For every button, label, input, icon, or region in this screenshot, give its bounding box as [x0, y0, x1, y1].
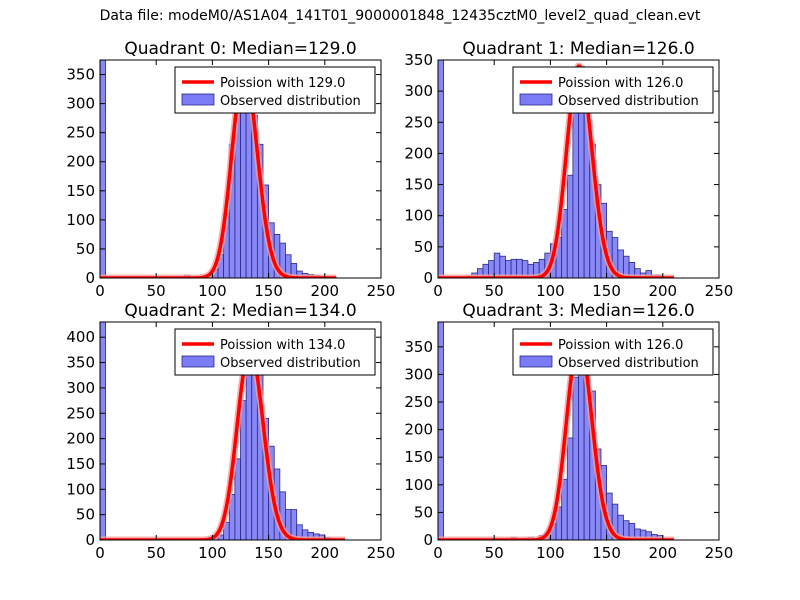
axes-frame: [99, 321, 382, 541]
x-tick-label: 0: [95, 282, 105, 300]
x-tick-label: 0: [433, 544, 443, 562]
histogram-bar: [240, 400, 247, 540]
y-tick-label: 400: [66, 328, 95, 346]
y-tick-label: 150: [404, 448, 433, 466]
x-tick-label: 150: [592, 544, 621, 562]
histogram-bar: [561, 478, 568, 540]
y-tick-label: 250: [66, 404, 95, 422]
histogram-bar: [493, 252, 501, 278]
y-tick-label: 300: [404, 365, 433, 383]
quadrant-1-panel: 0 50 100 150 200 250 0 50 100 150 200 250 300 350 Quad…: [404, 39, 733, 300]
histogram-bar: [572, 376, 579, 540]
y-tick-label: 350: [66, 354, 95, 372]
quadrant-3-panel: 0 50 100 150 200 250 0 50 100 150 200 250 300 350 Quad…: [404, 301, 733, 562]
y-tick-label: 200: [66, 153, 95, 171]
figure-title: Data file: modeM0/AS1A04_141T01_90000018…: [99, 8, 701, 24]
y-tick-label: 350: [404, 51, 433, 69]
y-tick-label: 100: [404, 476, 433, 494]
legend-label-observed: Observed distribution: [220, 356, 361, 371]
y-tick-label: 200: [404, 144, 433, 162]
y-tick-label: 0: [85, 531, 95, 549]
legend-label-poisson: Poission with 126.0: [558, 76, 683, 91]
y-tick-label: 0: [423, 531, 433, 549]
histogram-bar: [438, 60, 445, 278]
histogram-bar: [100, 60, 107, 278]
x-tick-label: 200: [648, 282, 677, 300]
quadrant-2-panel: 0 50 100 150 200 250 0 50 100 150 200 250 300 350 400 Q…: [66, 301, 395, 562]
x-tick-label: 200: [310, 282, 339, 300]
histogram-bar: [245, 372, 253, 540]
y-tick-label: 350: [66, 66, 95, 84]
axes-title: Quadrant 1: Median=126.0: [462, 39, 694, 59]
axes-frame: [437, 321, 720, 541]
legend-bar-swatch: [181, 93, 215, 106]
y-tick-label: 200: [66, 430, 95, 448]
histogram-bar: [438, 322, 445, 540]
legend-label-observed: Observed distribution: [558, 94, 699, 109]
x-tick-label: 150: [592, 282, 621, 300]
legend-label-poisson: Poission with 134.0: [220, 338, 345, 353]
x-tick-label: 50: [147, 282, 166, 300]
y-tick-label: 300: [66, 95, 95, 113]
histogram-bar: [645, 270, 652, 278]
y-tick-label: 100: [66, 480, 95, 498]
y-tick-label: 150: [404, 176, 433, 194]
x-tick-label: 50: [147, 544, 166, 562]
axes-title: Quadrant 3: Median=126.0: [462, 301, 694, 321]
y-tick-label: 150: [66, 182, 95, 200]
x-tick-label: 150: [254, 282, 283, 300]
histogram-bar: [566, 174, 574, 278]
x-tick-label: 150: [254, 544, 283, 562]
histogram-bar: [100, 322, 107, 540]
y-tick-label: 300: [404, 82, 433, 100]
legend-bar-swatch: [519, 355, 553, 368]
x-tick-label: 200: [310, 544, 339, 562]
y-tick-label: 50: [414, 238, 433, 256]
quadrant-0-panel: 0 50 100 150 200 250 0 50 100 150 200 250 300 350 Quad…: [66, 39, 395, 300]
y-tick-label: 250: [404, 113, 433, 131]
legend-label-observed: Observed distribution: [220, 94, 361, 109]
legend-label-poisson: Poission with 129.0: [220, 76, 345, 91]
x-tick-label: 100: [536, 544, 565, 562]
y-tick-label: 50: [414, 503, 433, 521]
x-tick-label: 250: [705, 282, 734, 300]
x-tick-label: 100: [198, 282, 227, 300]
x-tick-label: 250: [367, 282, 396, 300]
y-tick-label: 150: [66, 455, 95, 473]
x-tick-label: 0: [433, 282, 443, 300]
x-tick-label: 100: [536, 282, 565, 300]
histogram-bar: [572, 109, 579, 278]
poisson-curve-halo: [100, 346, 346, 540]
axes-frame: [99, 59, 382, 279]
y-tick-label: 50: [76, 240, 95, 258]
legend-bar-swatch: [181, 355, 215, 368]
axes-frame: [437, 59, 720, 279]
legend-label-poisson: Poission with 126.0: [558, 338, 683, 353]
histogram-bar: [566, 437, 574, 540]
x-tick-label: 0: [95, 544, 105, 562]
x-tick-label: 250: [705, 544, 734, 562]
legend-bar-swatch: [519, 93, 553, 106]
x-tick-label: 250: [367, 544, 396, 562]
axes-title: Quadrant 2: Median=134.0: [124, 301, 356, 321]
x-tick-label: 200: [648, 544, 677, 562]
y-tick-label: 350: [404, 338, 433, 356]
y-tick-label: 0: [423, 269, 433, 287]
y-tick-label: 250: [66, 124, 95, 142]
histogram-bar: [234, 458, 241, 540]
x-tick-label: 50: [485, 544, 504, 562]
x-tick-label: 50: [485, 282, 504, 300]
y-tick-label: 250: [404, 393, 433, 411]
x-tick-label: 100: [198, 544, 227, 562]
y-tick-label: 200: [404, 421, 433, 439]
y-tick-label: 100: [66, 211, 95, 229]
y-tick-label: 50: [76, 506, 95, 524]
y-tick-label: 0: [85, 269, 95, 287]
y-tick-label: 300: [66, 379, 95, 397]
axes-title: Quadrant 0: Median=129.0: [124, 39, 356, 59]
y-tick-label: 100: [404, 207, 433, 225]
legend-label-observed: Observed distribution: [558, 356, 699, 371]
